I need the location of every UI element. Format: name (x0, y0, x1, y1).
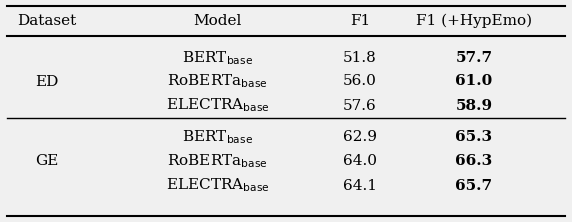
Text: F1: F1 (350, 14, 370, 28)
Text: ED: ED (35, 75, 58, 89)
Text: 58.9: 58.9 (455, 99, 492, 113)
Text: RoBERTa$_\mathrm{base}$: RoBERTa$_\mathrm{base}$ (167, 73, 268, 90)
Text: 61.0: 61.0 (455, 74, 492, 88)
Text: 65.7: 65.7 (455, 178, 492, 192)
Text: ELECTRA$_\mathrm{base}$: ELECTRA$_\mathrm{base}$ (166, 177, 269, 194)
Text: 57.7: 57.7 (455, 51, 492, 65)
Text: 66.3: 66.3 (455, 155, 492, 168)
Text: ELECTRA$_\mathrm{base}$: ELECTRA$_\mathrm{base}$ (166, 97, 269, 114)
Text: 64.0: 64.0 (343, 155, 377, 168)
Text: BERT$_\mathrm{base}$: BERT$_\mathrm{base}$ (182, 50, 253, 67)
Text: 51.8: 51.8 (343, 51, 377, 65)
Text: Model: Model (193, 14, 242, 28)
Text: 56.0: 56.0 (343, 74, 377, 88)
Text: F1 (+HypEmo): F1 (+HypEmo) (416, 14, 532, 28)
Text: 62.9: 62.9 (343, 130, 377, 144)
Text: BERT$_\mathrm{base}$: BERT$_\mathrm{base}$ (182, 129, 253, 146)
Text: 57.6: 57.6 (343, 99, 377, 113)
Text: 65.3: 65.3 (455, 130, 492, 144)
Text: RoBERTa$_\mathrm{base}$: RoBERTa$_\mathrm{base}$ (167, 153, 268, 170)
Text: 64.1: 64.1 (343, 178, 377, 192)
Text: GE: GE (35, 155, 58, 168)
Text: Dataset: Dataset (17, 14, 77, 28)
